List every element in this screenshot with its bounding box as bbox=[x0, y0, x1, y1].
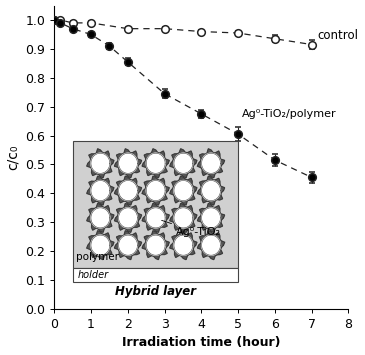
Polygon shape bbox=[142, 231, 169, 260]
Polygon shape bbox=[115, 231, 142, 260]
Polygon shape bbox=[146, 181, 165, 201]
Bar bbox=[73, 141, 238, 268]
X-axis label: Irradiation time (hour): Irradiation time (hour) bbox=[122, 337, 281, 349]
Polygon shape bbox=[119, 181, 138, 201]
Text: polymer: polymer bbox=[76, 252, 119, 262]
Polygon shape bbox=[174, 235, 193, 255]
Text: holder: holder bbox=[78, 270, 109, 280]
Polygon shape bbox=[170, 203, 197, 232]
Bar bbox=[73, 268, 238, 282]
Text: Ag⁰-TiO₂/polymer: Ag⁰-TiO₂/polymer bbox=[242, 109, 337, 119]
Polygon shape bbox=[201, 235, 220, 255]
Polygon shape bbox=[119, 208, 138, 228]
Polygon shape bbox=[87, 203, 114, 232]
Polygon shape bbox=[197, 176, 224, 205]
Polygon shape bbox=[170, 231, 197, 260]
Polygon shape bbox=[170, 176, 197, 205]
Polygon shape bbox=[146, 153, 165, 173]
Polygon shape bbox=[142, 149, 169, 178]
Polygon shape bbox=[197, 231, 224, 260]
Text: Hybrid layer: Hybrid layer bbox=[115, 285, 196, 297]
Polygon shape bbox=[174, 153, 193, 173]
Polygon shape bbox=[91, 181, 110, 201]
Text: control: control bbox=[317, 29, 358, 42]
Polygon shape bbox=[201, 181, 220, 201]
Polygon shape bbox=[170, 149, 197, 178]
Polygon shape bbox=[87, 176, 114, 205]
Polygon shape bbox=[87, 231, 114, 260]
Polygon shape bbox=[115, 176, 142, 205]
Text: Ag⁰-TiO₂: Ag⁰-TiO₂ bbox=[162, 220, 220, 237]
Polygon shape bbox=[174, 181, 193, 201]
Polygon shape bbox=[91, 208, 110, 228]
Polygon shape bbox=[91, 153, 110, 173]
Polygon shape bbox=[201, 208, 220, 228]
Polygon shape bbox=[115, 149, 142, 178]
Polygon shape bbox=[174, 208, 193, 228]
Polygon shape bbox=[201, 153, 220, 173]
Polygon shape bbox=[115, 203, 142, 232]
Polygon shape bbox=[197, 149, 224, 178]
Polygon shape bbox=[91, 235, 110, 255]
Polygon shape bbox=[146, 208, 165, 228]
Polygon shape bbox=[197, 203, 224, 232]
Polygon shape bbox=[146, 235, 165, 255]
Polygon shape bbox=[142, 203, 169, 232]
Polygon shape bbox=[87, 149, 114, 178]
Polygon shape bbox=[119, 153, 138, 173]
Polygon shape bbox=[119, 235, 138, 255]
Polygon shape bbox=[142, 176, 169, 205]
Y-axis label: c/c₀: c/c₀ bbox=[5, 144, 20, 170]
